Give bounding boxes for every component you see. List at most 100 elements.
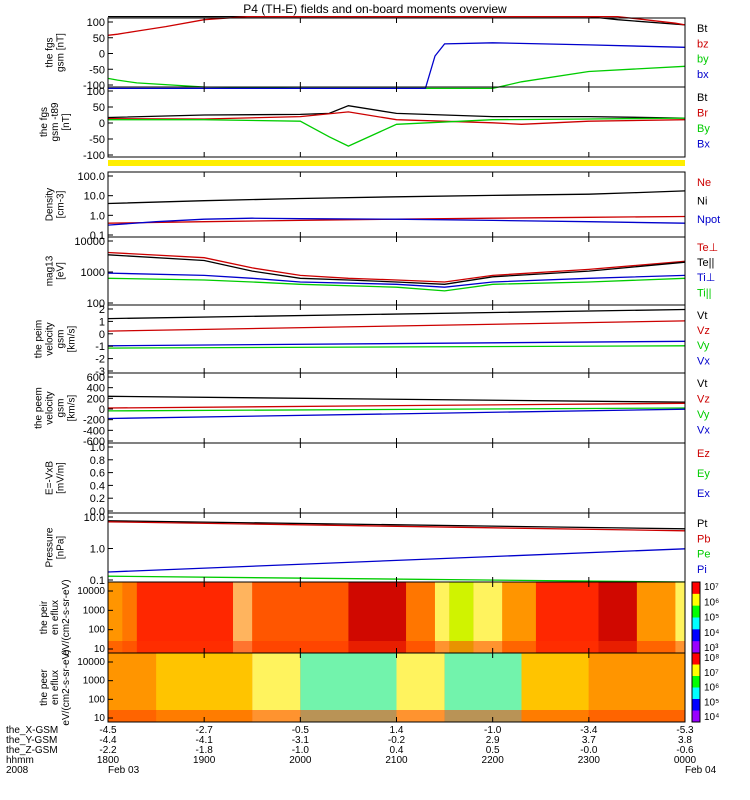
y-axis-label: the fgs: [39, 107, 50, 137]
colorbar-segment: [692, 653, 700, 665]
colorbar-tick-label: 10⁶: [704, 597, 719, 608]
y-tick-label: 0: [99, 49, 105, 61]
x-axis-value: 1800: [97, 755, 120, 766]
x-axis-value: -0.5: [292, 725, 310, 736]
y-tick-label: -2: [95, 354, 105, 366]
legend-label: Pi: [697, 564, 707, 576]
series-line: [107, 105, 686, 119]
x-axis-value: 2200: [482, 755, 505, 766]
legend-label: Bt: [697, 23, 707, 35]
y-tick-label: 10: [94, 644, 106, 655]
y-tick-label: -400: [83, 425, 105, 437]
legend-label: Ex: [697, 488, 710, 500]
y-tick-label: 1: [99, 316, 105, 328]
series-line: [107, 345, 686, 349]
colorbar-tick-label: 10⁵: [704, 613, 719, 624]
y-axis-label: en eflux: [50, 600, 61, 635]
x-axis-value: 0000: [674, 755, 697, 766]
series-line: [107, 308, 686, 320]
y-axis-label: the peim: [34, 320, 45, 358]
y-tick-label: 10.0: [84, 512, 105, 524]
y-tick-label: 2: [99, 304, 105, 316]
spectrogram-band: [675, 582, 685, 653]
y-tick-label: 0.0: [90, 506, 105, 518]
x-axis-value: Feb 04: [685, 765, 717, 776]
x-axis-value: -1.0: [484, 725, 502, 736]
x-axis-value: Feb 03: [108, 765, 140, 776]
y-axis-label: gsm: [56, 330, 67, 349]
series-line: [107, 190, 686, 205]
legend-label: Ez: [697, 448, 710, 460]
y-axis-label: gsm [nT]: [56, 33, 67, 72]
y-tick-label: 1.0: [90, 544, 105, 556]
series-line: [107, 340, 686, 347]
x-axis-value: -1.0: [292, 745, 310, 756]
legend-label: Vx: [697, 425, 710, 437]
x-axis-value: -4.5: [99, 725, 117, 736]
series-line: [107, 408, 686, 420]
y-tick-label: -600: [83, 436, 105, 448]
y-tick-label: 100: [88, 625, 105, 636]
colorbar-segment: [692, 605, 700, 618]
y-tick-label: -100: [83, 80, 105, 92]
y-tick-label: 1.0: [90, 442, 105, 454]
chart-title: P4 (TH-E) fields and on-board moments ov…: [243, 2, 507, 16]
legend-label: Ti||: [697, 287, 711, 299]
x-axis-value: -0.0: [580, 745, 598, 756]
y-tick-label: 0: [99, 329, 105, 341]
x-axis-value: -3.1: [292, 735, 310, 746]
series-line: [108, 42, 686, 90]
x-axis-value: 2.9: [486, 735, 500, 746]
x-axis-value: 3.7: [582, 735, 596, 746]
spectrogram-band: [108, 582, 123, 653]
x-axis-value: -2.2: [99, 745, 117, 756]
legend-label: Npot: [697, 214, 720, 226]
x-axis-row-label: 2008: [6, 765, 29, 776]
colorbar-tick-label: 10⁵: [704, 697, 719, 708]
series-line: [107, 521, 686, 532]
series-line: [107, 251, 686, 283]
y-tick-label: 10: [94, 713, 106, 724]
y-axis-label: Pressure: [45, 527, 56, 567]
x-axis-value: 2000: [289, 755, 312, 766]
legend-label: Ti⊥: [697, 272, 715, 284]
legend-label: Bx: [697, 139, 710, 151]
x-axis-value: 2300: [578, 755, 601, 766]
x-axis-value: -3.4: [580, 725, 598, 736]
legend-label: Vz: [697, 394, 710, 406]
panel-frame: [107, 17, 686, 88]
x-axis-value: -5.3: [676, 725, 694, 736]
colorbar-tick-label: 10⁷: [704, 668, 719, 679]
x-axis-value: -4.4: [99, 735, 117, 746]
y-tick-label: 400: [87, 383, 105, 395]
legend-label: Vz: [697, 325, 710, 337]
y-tick-label: 100.0: [77, 171, 105, 183]
y-tick-label: -1: [95, 341, 105, 353]
colorbar-tick-label: 10⁶: [704, 683, 719, 694]
colorbar-segment: [692, 629, 700, 642]
y-tick-label: 0: [99, 118, 105, 130]
legend-label: By: [697, 123, 710, 135]
y-tick-label: 0.4: [90, 480, 105, 492]
y-axis-label: E=-VxB: [45, 461, 56, 496]
legend-label: Te⊥: [697, 242, 718, 254]
x-axis-row-label: hhmm: [6, 755, 34, 766]
y-tick-label: 1.0: [90, 210, 105, 222]
x-axis-value: -2.7: [196, 725, 214, 736]
spectrogram-low-energy: [108, 641, 685, 653]
y-tick-label: 10000: [74, 236, 105, 248]
legend-label: Vx: [697, 355, 710, 367]
series-line: [107, 402, 686, 409]
series-line: [107, 277, 686, 292]
x-axis-value: 1.4: [390, 725, 404, 736]
x-axis-value: -0.2: [388, 735, 406, 746]
x-axis-row-label: the_Y-GSM: [6, 735, 57, 746]
legend-label: bx: [697, 69, 709, 81]
y-axis-label: velocity: [45, 391, 56, 424]
y-axis-label: [eV]: [56, 262, 67, 280]
y-tick-label: 0.8: [90, 455, 105, 467]
y-tick-label: 100: [87, 298, 105, 310]
series-line: [107, 111, 686, 125]
y-axis-label: eV/(cm2-s-sr-eV): [61, 649, 72, 725]
legend-label: Vt: [697, 310, 707, 322]
